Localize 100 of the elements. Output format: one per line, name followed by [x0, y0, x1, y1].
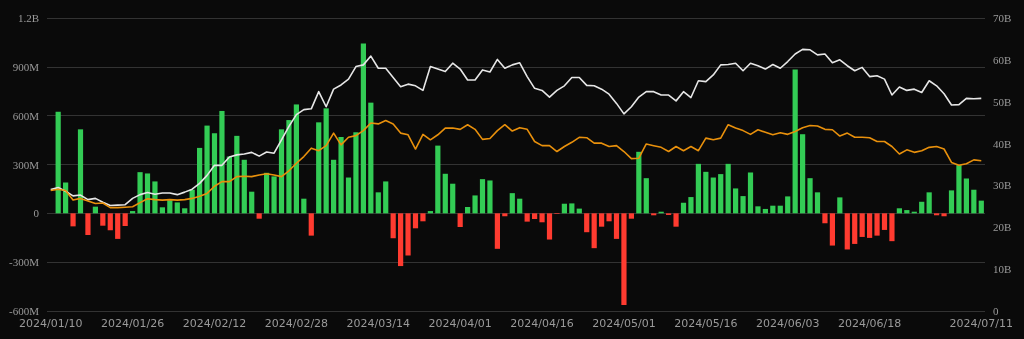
- x-tick-label: 2024/06/18: [837, 317, 902, 330]
- bar: [636, 151, 642, 214]
- bar: [316, 122, 322, 214]
- bar: [546, 213, 553, 240]
- bar: [628, 213, 634, 219]
- bar: [874, 213, 880, 236]
- bar: [398, 213, 404, 267]
- bar: [77, 129, 84, 214]
- bar: [680, 202, 687, 214]
- y2-tick-label: 70B: [993, 12, 1012, 24]
- bar: [234, 135, 240, 214]
- bar: [725, 163, 731, 214]
- bar: [241, 159, 247, 214]
- bar: [167, 200, 173, 214]
- x-tick-label: 2024/05/01: [592, 317, 656, 330]
- bar: [822, 213, 828, 224]
- bar: [747, 172, 754, 214]
- x-tick-label: 2024/02/28: [264, 317, 329, 330]
- bar: [264, 172, 270, 214]
- bar: [122, 213, 128, 227]
- y2-tick-label: 40B: [993, 137, 1012, 150]
- bar: [271, 176, 277, 214]
- y2-tick-label: 0: [993, 305, 999, 317]
- bar: [606, 213, 612, 222]
- bar: [204, 125, 210, 214]
- bar: [383, 181, 389, 214]
- bar: [249, 191, 255, 214]
- bar: [137, 172, 143, 214]
- bar: [621, 213, 627, 305]
- bar: [435, 145, 441, 214]
- bar: [479, 179, 486, 214]
- bar: [152, 181, 158, 214]
- y-tick-label: 600M: [12, 109, 40, 122]
- bar: [613, 213, 620, 239]
- bar: [517, 198, 523, 214]
- x-tick-label: 2024/03/14: [346, 317, 410, 330]
- bar: [532, 213, 538, 220]
- bar: [472, 195, 478, 214]
- y2-tick-label: 60B: [993, 53, 1012, 66]
- bar: [569, 203, 575, 214]
- bar: [584, 213, 590, 233]
- bar: [55, 111, 61, 214]
- x-tick-label: 2024/07/11: [949, 317, 1013, 330]
- bar: [345, 177, 352, 214]
- bar: [159, 207, 165, 214]
- y2-tick-label: 50B: [993, 95, 1012, 108]
- bar: [859, 213, 865, 237]
- bar: [338, 136, 344, 214]
- bar: [115, 213, 121, 239]
- bar: [971, 189, 977, 214]
- bar: [718, 174, 724, 214]
- x-tick-label: 2024/05/16: [674, 317, 738, 330]
- bar: [85, 213, 91, 235]
- bar: [539, 213, 545, 223]
- bar: [375, 192, 381, 214]
- bar: [360, 43, 366, 214]
- bar: [792, 69, 798, 214]
- bar: [814, 192, 821, 214]
- bar: [211, 133, 218, 214]
- bar: [390, 213, 396, 239]
- bar: [978, 200, 984, 214]
- bar: [509, 193, 515, 214]
- bar: [331, 159, 337, 214]
- bar: [219, 110, 225, 214]
- bar: [465, 206, 471, 214]
- bar: [293, 104, 299, 214]
- y-tick-label: 300M: [12, 158, 40, 171]
- bar: [867, 213, 873, 238]
- bar: [733, 188, 739, 214]
- bar: [800, 134, 806, 214]
- bar: [353, 132, 359, 214]
- bar: [881, 213, 888, 230]
- line-series: [49, 48, 983, 207]
- bar: [829, 213, 835, 246]
- y2-tick-label: 30B: [993, 179, 1012, 192]
- x-tick-label: 2024/02/12: [182, 317, 247, 330]
- bar: [450, 183, 456, 214]
- bar: [278, 129, 285, 214]
- bar: [301, 198, 307, 214]
- bar: [919, 201, 925, 214]
- bar: [524, 213, 530, 222]
- bar: [710, 177, 716, 214]
- bar: [896, 208, 902, 214]
- bar: [323, 108, 329, 214]
- bar: [174, 202, 180, 214]
- x-tick-label: 2024/04/01: [428, 317, 492, 330]
- y-tick-label: -600M: [9, 305, 40, 317]
- bar: [182, 208, 188, 214]
- bar: [487, 180, 493, 214]
- line-series: [49, 119, 983, 209]
- bar: [785, 196, 791, 214]
- bar: [807, 178, 813, 214]
- y-tick-label: 1.2B: [17, 12, 39, 24]
- bar: [852, 213, 858, 244]
- y-tick-label: -300M: [9, 256, 40, 269]
- bar: [703, 171, 709, 214]
- bar: [107, 213, 113, 231]
- x-tick-label: 2024/06/03: [756, 317, 820, 330]
- bar: [599, 213, 605, 227]
- bar: [688, 197, 694, 214]
